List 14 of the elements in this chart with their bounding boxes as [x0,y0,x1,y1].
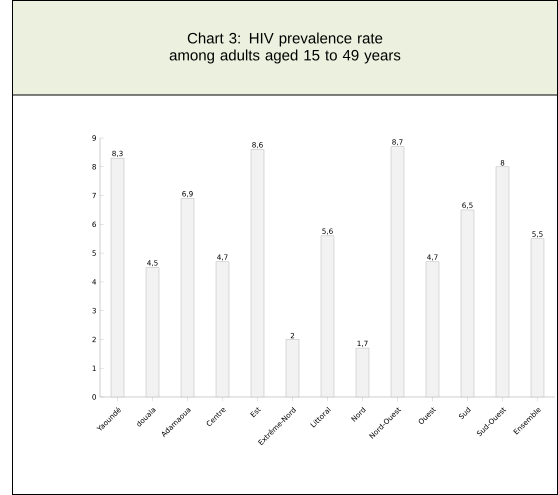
bar [110,158,124,398]
bar [530,238,544,398]
chart-title: Chart 3: HIV prevalence rate among adults aged 15 to 49 years [170,32,400,64]
bar [426,262,440,398]
bar [216,262,230,398]
bar [496,166,510,398]
bar [320,236,334,398]
bar [286,339,300,398]
bar [390,146,404,398]
bar [250,149,264,398]
bar [356,348,370,398]
bar [146,267,160,398]
bar [460,210,474,398]
bar [180,198,194,398]
